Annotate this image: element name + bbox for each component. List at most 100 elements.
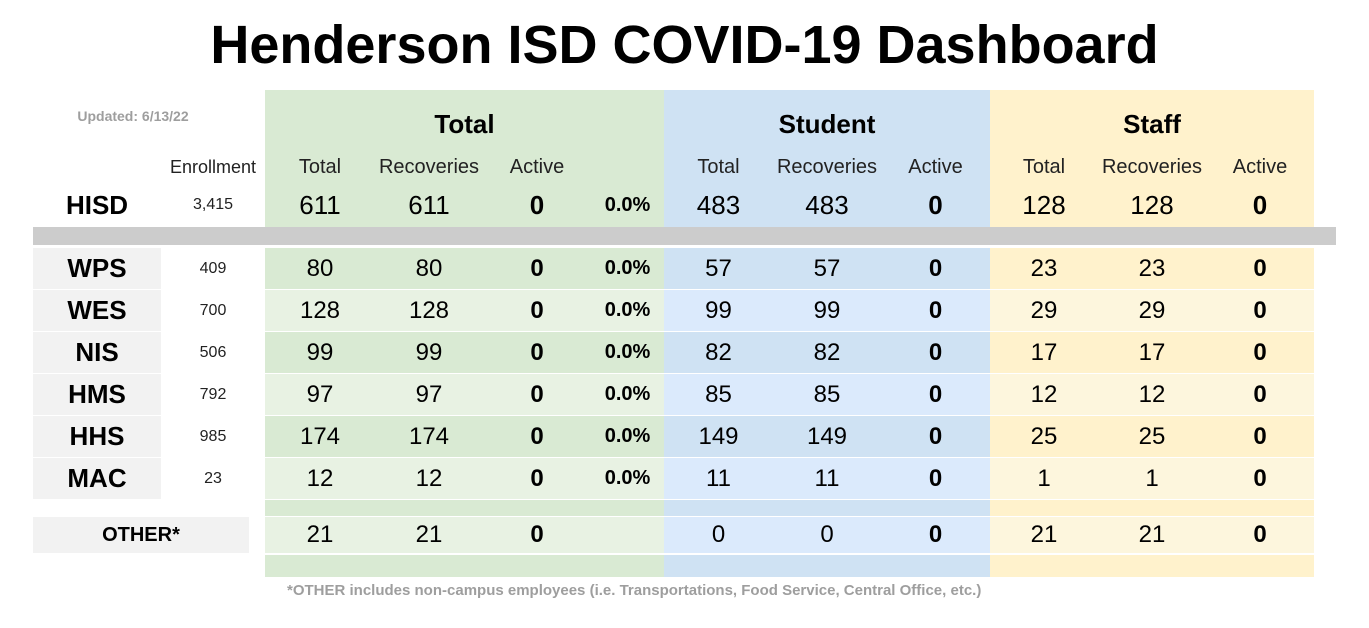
staff-header-band <box>990 90 1314 227</box>
row-staff-total: 12 <box>990 374 1098 415</box>
row-student-total: 11 <box>664 458 773 499</box>
other-total-active: 0 <box>483 517 591 553</box>
row-total-active: 0 <box>483 248 591 289</box>
row-student-active: 0 <box>881 290 990 331</box>
row-name: HMS <box>33 374 161 415</box>
row-student-recoveries: 11 <box>773 458 881 499</box>
summary-staff-active: 0 <box>1252 189 1268 220</box>
row-total-total: 99 <box>265 332 375 373</box>
row-student-recoveries: 149 <box>773 416 881 457</box>
spacer-student <box>664 500 990 516</box>
other-total-total: 21 <box>265 517 375 553</box>
summary-staff-total: 128 <box>1022 189 1066 220</box>
row-enrollment: 506 <box>199 343 227 361</box>
subheader-student-total: Total <box>697 155 740 178</box>
other-staff-active: 0 <box>1206 517 1314 553</box>
group-header-student: Student <box>778 108 876 139</box>
summary-enrollment: 3,415 <box>192 196 234 213</box>
row-name: WES <box>33 290 161 331</box>
group-header-total: Total <box>434 108 495 139</box>
subheader-total-active: Active <box>509 155 565 178</box>
row-staff-recoveries: 17 <box>1098 332 1206 373</box>
subheader-staff-total: Total <box>1022 155 1066 178</box>
row-total-active: 0 <box>483 332 591 373</box>
row-staff-active: 0 <box>1206 290 1314 331</box>
page-title: Henderson ISD COVID-19 Dashboard <box>210 15 1159 75</box>
row-total-total: 12 <box>265 458 375 499</box>
row-total-recoveries: 99 <box>375 332 483 373</box>
other-staff-recoveries: 21 <box>1098 517 1206 553</box>
row-staff-total: 25 <box>990 416 1098 457</box>
subheader-enrollment: Enrollment <box>169 156 257 177</box>
subheader-staff-recoveries: Recoveries <box>1101 155 1203 178</box>
row-student-active: 0 <box>881 374 990 415</box>
summary-staff-recoveries: 128 <box>1130 189 1174 220</box>
row-pct: 0.0% <box>591 290 664 331</box>
row-total-active: 0 <box>483 374 591 415</box>
other-total-recoveries: 21 <box>375 517 483 553</box>
row-staff-active: 0 <box>1206 416 1314 457</box>
row-total-recoveries: 174 <box>375 416 483 457</box>
row-total-total: 174 <box>265 416 375 457</box>
row-total-recoveries: 12 <box>375 458 483 499</box>
other-student-recoveries: 0 <box>773 517 881 553</box>
row-staff-recoveries: 29 <box>1098 290 1206 331</box>
row-enrollment: 23 <box>204 469 222 487</box>
row-staff-active: 0 <box>1206 374 1314 415</box>
total-header-band <box>265 90 664 227</box>
row-pct: 0.0% <box>591 416 664 457</box>
row-student-total: 82 <box>664 332 773 373</box>
row-total-active: 0 <box>483 290 591 331</box>
other-name: OTHER* <box>33 517 249 553</box>
row-total-recoveries: 128 <box>375 290 483 331</box>
row-pct: 0.0% <box>591 458 664 499</box>
row-staff-recoveries: 12 <box>1098 374 1206 415</box>
row-staff-recoveries: 25 <box>1098 416 1206 457</box>
row-name: NIS <box>33 332 161 373</box>
row-pct: 0.0% <box>591 332 664 373</box>
summary-total-total: 611 <box>299 189 341 220</box>
row-total-total: 97 <box>265 374 375 415</box>
updated-date: Updated: 6/13/22 <box>77 108 189 124</box>
summary-total-active: 0 <box>529 189 545 220</box>
row-name: WPS <box>33 248 161 289</box>
row-student-total: 149 <box>664 416 773 457</box>
row-total-total: 80 <box>265 248 375 289</box>
row-staff-total: 29 <box>990 290 1098 331</box>
summary-pct: 0.0% <box>604 193 651 216</box>
summary-student-recoveries: 483 <box>805 189 849 220</box>
bottom-staff <box>990 555 1314 577</box>
row-pct: 0.0% <box>591 374 664 415</box>
bottom-total <box>265 555 664 577</box>
row-staff-active: 0 <box>1206 332 1314 373</box>
subheader-student-recoveries: Recoveries <box>776 155 878 178</box>
row-enrollment: 792 <box>199 385 227 403</box>
subheader-staff-active: Active <box>1232 155 1288 178</box>
other-student-active: 0 <box>881 517 990 553</box>
row-student-active: 0 <box>881 458 990 499</box>
row-staff-total: 23 <box>990 248 1098 289</box>
row-student-total: 57 <box>664 248 773 289</box>
footnote: *OTHER includes non-campus employees (i.… <box>287 582 982 599</box>
row-student-active: 0 <box>881 332 990 373</box>
summary-student-total: 483 <box>696 189 741 220</box>
row-staff-active: 0 <box>1206 248 1314 289</box>
bottom-student <box>664 555 990 577</box>
summary-name: HISD <box>65 189 129 220</box>
row-student-recoveries: 99 <box>773 290 881 331</box>
row-student-recoveries: 82 <box>773 332 881 373</box>
group-header-staff: Staff <box>1123 108 1181 139</box>
other-student-total: 0 <box>664 517 773 553</box>
row-pct: 0.0% <box>591 248 664 289</box>
row-enrollment: 985 <box>199 427 227 445</box>
summary-total-recoveries: 611 <box>408 189 450 220</box>
row-total-total: 128 <box>265 290 375 331</box>
other-pct-blank <box>591 517 664 553</box>
student-header-band <box>664 90 990 227</box>
subheader-total-recoveries: Recoveries <box>378 155 480 178</box>
row-student-active: 0 <box>881 416 990 457</box>
row-name: MAC <box>33 458 161 499</box>
row-total-active: 0 <box>483 458 591 499</box>
subheader-total-total: Total <box>298 155 342 178</box>
subheader-student-active: Active <box>908 155 963 178</box>
